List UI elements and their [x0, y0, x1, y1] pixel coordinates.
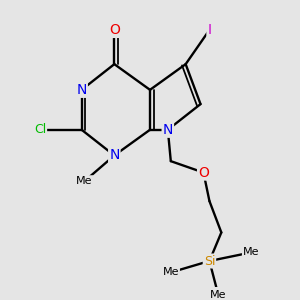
Text: O: O — [198, 166, 209, 180]
Text: O: O — [109, 23, 120, 37]
Text: Si: Si — [204, 254, 215, 268]
Text: N: N — [109, 148, 119, 162]
Text: Me: Me — [243, 248, 259, 257]
Text: N: N — [76, 83, 87, 97]
Text: Me: Me — [163, 267, 179, 278]
Text: Me: Me — [76, 176, 93, 186]
Text: I: I — [207, 23, 212, 37]
Text: N: N — [163, 123, 173, 137]
Text: Me: Me — [210, 290, 226, 300]
Text: Cl: Cl — [34, 123, 46, 136]
